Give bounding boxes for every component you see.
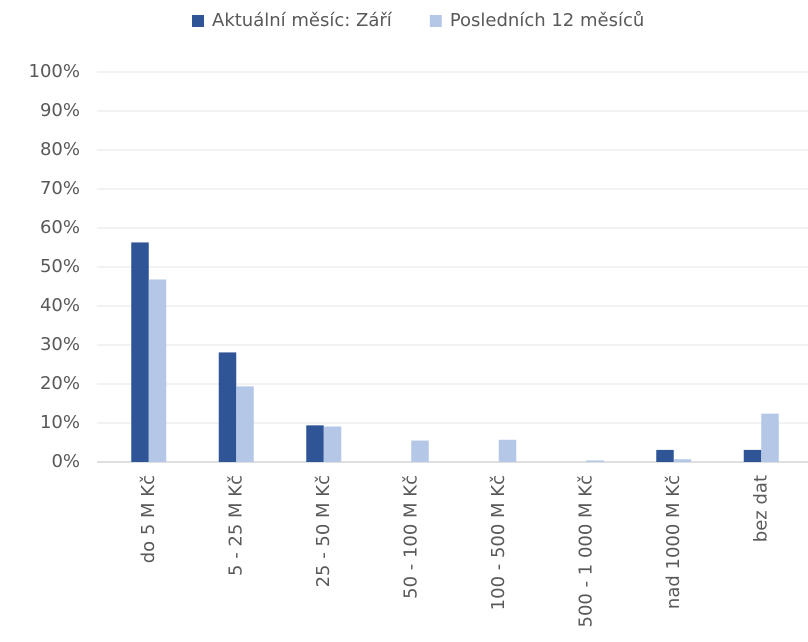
bar	[743, 449, 762, 462]
bar	[323, 426, 342, 462]
y-tick-label: 70%	[40, 178, 80, 199]
y-tick-label: 20%	[40, 373, 80, 394]
x-tick-label: 100 - 500 M Kč	[488, 475, 509, 610]
x-tick-label: 25 - 50 M Kč	[313, 475, 334, 587]
bar	[656, 449, 674, 462]
bar	[218, 352, 237, 462]
bar	[498, 439, 517, 462]
legend-label: Posledních 12 měsíců	[450, 10, 644, 31]
legend-label: Aktuální měsíc: Září	[212, 10, 393, 31]
x-tick-label: 5 - 25 M Kč	[225, 475, 246, 576]
bar	[411, 440, 429, 462]
y-tick-label: 80%	[40, 139, 80, 160]
y-tick-label: 100%	[29, 61, 80, 82]
y-tick-label: 40%	[40, 295, 80, 316]
y-tick-label: 10%	[40, 412, 80, 433]
bar	[148, 279, 167, 462]
bar	[306, 425, 324, 462]
x-tick-label: nad 1000 M Kč	[663, 475, 684, 609]
y-tick-label: 90%	[40, 100, 80, 121]
x-tick-label: 500 - 1 000 M Kč	[575, 475, 596, 628]
y-tick-label: 30%	[40, 334, 80, 355]
legend-swatch	[192, 15, 204, 27]
y-tick-label: 0%	[51, 451, 80, 472]
legend-swatch	[429, 15, 442, 27]
bar	[586, 460, 604, 462]
bar	[673, 459, 692, 462]
y-tick-label: 60%	[40, 217, 80, 238]
x-tick-label: do 5 M Kč	[138, 475, 159, 563]
bar	[761, 413, 779, 462]
x-tick-label: 50 - 100 M Kč	[400, 475, 421, 599]
y-tick-label: 50%	[40, 256, 80, 277]
x-tick-label: bez dat	[750, 475, 771, 542]
bar	[236, 386, 254, 462]
bar	[131, 242, 149, 462]
